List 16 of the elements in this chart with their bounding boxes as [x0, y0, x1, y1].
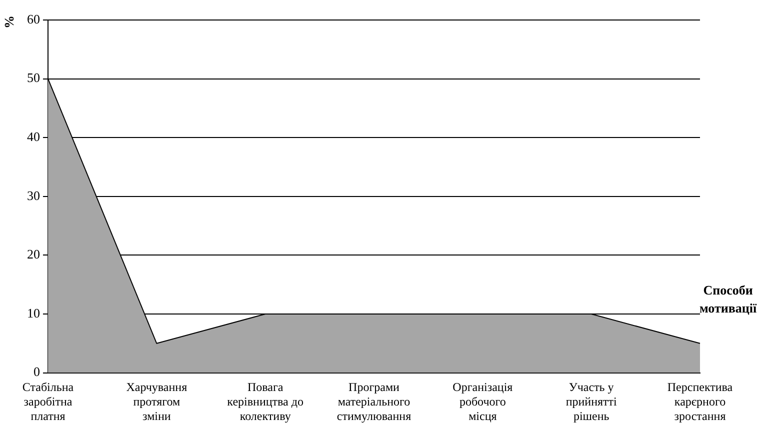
y-tick-label: 40 — [27, 129, 40, 144]
x-axis-title: Способи мотивації — [699, 282, 757, 316]
x-tick-label: Харчування протягом зміни — [126, 380, 188, 423]
x-tick-label: Стабільна заробітна платня — [22, 380, 74, 423]
y-tick-label: 30 — [27, 188, 40, 203]
x-tick-label: Перспектива карєрного зростання — [667, 380, 734, 423]
x-tick-label: Повага керівництва до колективу — [227, 380, 304, 423]
x-tick-label: Програми матеріального стимулювання — [336, 380, 412, 423]
y-tick-label: 20 — [27, 246, 40, 262]
y-tick-label: 50 — [27, 70, 40, 86]
y-tick-label: 0 — [34, 364, 40, 380]
x-tick-label: Організація робочого місця — [452, 380, 514, 423]
x-tick-label: Участь у прийнятті рішень — [566, 380, 618, 423]
y-tick-label: 10 — [27, 305, 40, 320]
y-axis-title: % — [1, 16, 16, 28]
y-tick-label: 60 — [27, 11, 40, 26]
